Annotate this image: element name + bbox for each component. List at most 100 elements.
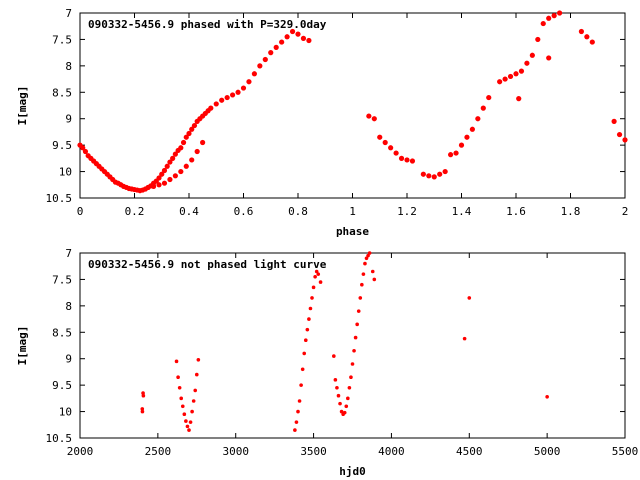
unphased-x-tick-label: 5000 bbox=[534, 445, 561, 458]
phased-data-point bbox=[535, 36, 541, 43]
unphased-data-point bbox=[188, 420, 193, 424]
unphased-x-axis-label: hjd0 bbox=[339, 465, 366, 478]
unphased-y-tick-label: 7 bbox=[65, 247, 72, 260]
phased-data-point bbox=[300, 35, 307, 41]
phased-y-tick-label: 10 bbox=[59, 166, 72, 179]
phased-data-point bbox=[578, 28, 585, 35]
phased-data-point bbox=[616, 131, 623, 138]
phased-data-point bbox=[240, 85, 247, 91]
phased-data-point bbox=[546, 15, 552, 21]
unphased-data-point bbox=[302, 351, 307, 356]
unphased-data-point bbox=[344, 404, 349, 409]
unphased-data-point bbox=[350, 362, 355, 366]
phased-data-point bbox=[398, 155, 405, 161]
unphased-chart-title: 090332-5456.9 not phased light curve bbox=[88, 258, 327, 271]
unphased-data-point bbox=[356, 309, 361, 313]
phased-x-tick-label: 1.2 bbox=[397, 205, 417, 218]
phased-y-axis-label: I[mag] bbox=[16, 86, 29, 126]
unphased-data-point bbox=[545, 394, 549, 399]
unphased-data-point bbox=[297, 399, 302, 403]
unphased-plot-frame bbox=[79, 252, 626, 439]
unphased-data-point bbox=[176, 375, 180, 380]
phased-data-point bbox=[164, 163, 170, 169]
phased-y-tick-label: 8.5 bbox=[52, 86, 72, 99]
phased-data-point bbox=[145, 184, 151, 191]
phased-data-point bbox=[611, 118, 617, 124]
unphased-x-tick-label: 5500 bbox=[612, 445, 639, 458]
phased-data-point bbox=[497, 79, 503, 85]
phased-data-point bbox=[172, 151, 178, 157]
phased-data-point bbox=[167, 159, 173, 165]
phased-data-point bbox=[189, 157, 195, 163]
unphased-data-point bbox=[182, 412, 187, 417]
phased-data-point bbox=[150, 183, 157, 189]
phased-data-point bbox=[377, 134, 383, 140]
phased-y-tick-label: 10.5 bbox=[46, 192, 73, 205]
phased-data-point bbox=[194, 148, 200, 155]
phased-data-point bbox=[156, 175, 162, 181]
phased-data-point bbox=[284, 34, 290, 40]
phased-data-point bbox=[516, 96, 522, 102]
phased-x-tick-label: 1.8 bbox=[561, 205, 581, 218]
unphased-y-tick-label: 8.5 bbox=[52, 326, 72, 339]
unphased-data-point bbox=[366, 253, 370, 258]
phased-data-point bbox=[156, 182, 162, 188]
unphased-data-point bbox=[196, 357, 201, 362]
phased-data-point bbox=[251, 71, 257, 77]
unphased-data-point bbox=[353, 335, 358, 340]
phased-y-tick-label: 9 bbox=[65, 113, 72, 126]
phased-x-tick-label: 1.6 bbox=[506, 205, 526, 218]
phased-y-tick-label: 7.5 bbox=[52, 33, 72, 46]
phased-data-point bbox=[437, 171, 443, 177]
unphased-data-point bbox=[372, 277, 377, 282]
phased-data-point bbox=[453, 150, 459, 156]
unphased-data-point bbox=[342, 410, 347, 415]
phased-data-point bbox=[80, 145, 86, 151]
phased-y-tick-label: 8 bbox=[65, 60, 72, 73]
phased-light-curve-panel: 0 0.2 0.4 0.6 0.8 1 1.2 1.4 1.6 1.8 2 7 7.5 8 8.5 9 9.5 1… bbox=[16, 7, 628, 238]
phased-data-point bbox=[589, 39, 595, 45]
phased-x-tick-label: 0.6 bbox=[234, 205, 254, 218]
unphased-y-tick-label: 9.5 bbox=[52, 379, 72, 392]
phased-data-point bbox=[167, 176, 173, 183]
phased-data-point bbox=[289, 28, 296, 35]
phased-data-point bbox=[178, 145, 184, 151]
unphased-x-tick-label: 2500 bbox=[145, 445, 172, 458]
unphased-x-tick-label: 2000 bbox=[67, 445, 94, 458]
unphased-data-point bbox=[174, 359, 179, 364]
phased-data-point bbox=[279, 39, 285, 45]
unphased-data-point bbox=[305, 327, 310, 332]
phased-data-point bbox=[475, 116, 481, 122]
phased-data-point bbox=[82, 148, 89, 155]
unphased-data-point bbox=[300, 367, 305, 372]
unphased-data-point bbox=[347, 385, 352, 390]
phased-data-point bbox=[257, 63, 263, 69]
phased-data-point bbox=[178, 168, 184, 175]
unphased-data-point bbox=[313, 274, 317, 279]
unphased-x-tick-label: 3500 bbox=[300, 445, 327, 458]
phased-data-point bbox=[426, 173, 432, 179]
unphased-data-point bbox=[177, 385, 182, 390]
unphased-data-point bbox=[349, 375, 353, 380]
phased-x-tick-label: 0.2 bbox=[125, 205, 145, 218]
unphased-data-point bbox=[335, 385, 339, 390]
phased-x-tick-label: 0 bbox=[77, 205, 84, 218]
unphased-data-point bbox=[352, 348, 356, 353]
unphased-data-point bbox=[332, 354, 336, 358]
phased-data-point bbox=[295, 31, 301, 37]
phased-data-point bbox=[622, 137, 628, 143]
phased-data-point bbox=[469, 126, 475, 132]
phased-data-point bbox=[524, 60, 530, 66]
unphased-data-point bbox=[140, 407, 145, 411]
phased-data-point bbox=[183, 163, 189, 169]
phased-y-tick-label: 7 bbox=[65, 7, 72, 20]
phased-x-tick-label: 0.8 bbox=[288, 205, 308, 218]
phased-data-point bbox=[161, 167, 168, 174]
unphased-data-point bbox=[293, 428, 297, 432]
unphased-data-point bbox=[462, 336, 467, 341]
unphased-data-point bbox=[311, 285, 316, 290]
phased-data-point bbox=[442, 168, 448, 175]
phased-data-point bbox=[480, 105, 486, 111]
phased-data-point bbox=[409, 158, 416, 164]
phased-x-tick-label: 1.4 bbox=[452, 205, 472, 218]
